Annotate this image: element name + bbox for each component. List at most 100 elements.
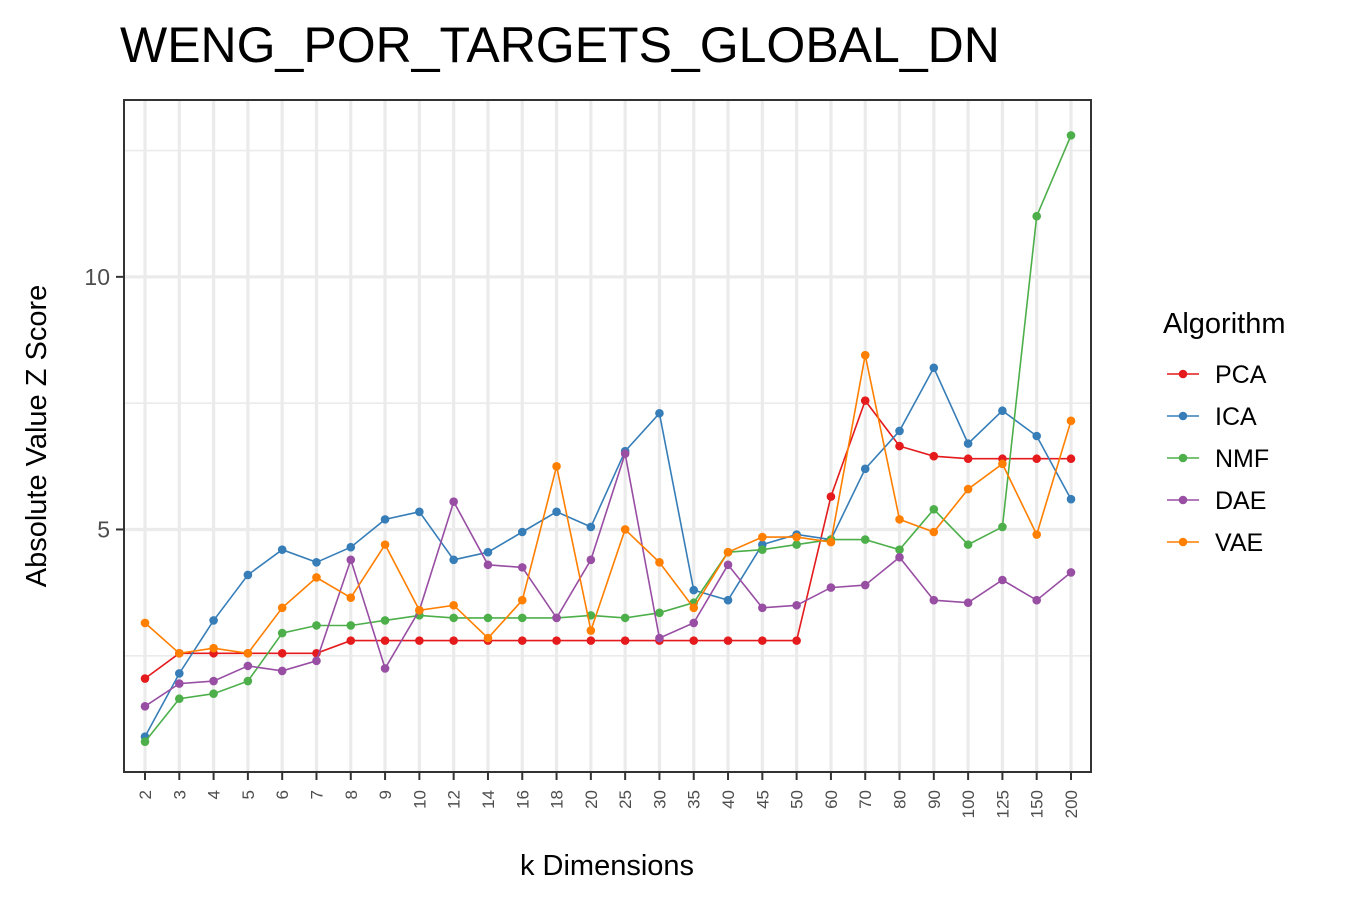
legend-label: ICA bbox=[1215, 403, 1257, 431]
data-point-vae bbox=[552, 462, 561, 471]
legend-title: Algorithm bbox=[1163, 308, 1286, 340]
series-line-ica bbox=[144, 366, 1072, 737]
x-tick-label: 25 bbox=[616, 790, 635, 809]
data-point-vae bbox=[1066, 416, 1076, 426]
data-point-vae bbox=[415, 606, 424, 615]
data-point-nmf bbox=[449, 613, 458, 623]
data-point-vae bbox=[860, 350, 870, 360]
data-point-ica bbox=[312, 558, 321, 567]
data-point-vae bbox=[243, 648, 253, 658]
x-tick-label: 9 bbox=[376, 790, 395, 799]
y-tick-label: 5 bbox=[97, 516, 110, 542]
chart-title: WENG_POR_TARGETS_GLOBAL_DN bbox=[120, 17, 1000, 73]
data-point-nmf bbox=[963, 540, 973, 549]
data-point-pca bbox=[140, 674, 150, 683]
data-point-dae bbox=[792, 600, 801, 610]
data-point-dae bbox=[277, 666, 287, 676]
x-tick-label: 40 bbox=[719, 790, 738, 809]
data-point-ica bbox=[1032, 431, 1042, 441]
data-point-dae bbox=[552, 613, 561, 623]
data-point-vae bbox=[380, 540, 390, 549]
x-tick-label: 14 bbox=[479, 790, 498, 809]
data-point-dae bbox=[312, 656, 321, 666]
data-point-pca bbox=[758, 636, 767, 645]
x-tick-label: 90 bbox=[925, 790, 944, 809]
data-point-vae bbox=[1032, 530, 1042, 539]
data-point-pca bbox=[552, 636, 561, 645]
x-tick-label: 35 bbox=[685, 790, 704, 809]
data-point-dae bbox=[517, 563, 527, 572]
data-point-dae bbox=[449, 497, 458, 506]
legend-item-ica: ICA bbox=[1167, 403, 1257, 431]
legend-key-point bbox=[1178, 537, 1188, 547]
data-point-nmf bbox=[483, 613, 493, 623]
data-point-ica bbox=[517, 527, 527, 537]
x-tick-label: 30 bbox=[650, 790, 669, 809]
legend-label: PCA bbox=[1215, 361, 1267, 389]
plot-panel-border bbox=[123, 99, 1092, 773]
data-point-dae bbox=[758, 603, 767, 613]
x-tick-label: 5 bbox=[239, 790, 258, 799]
x-tick-label: 200 bbox=[1062, 790, 1081, 818]
data-point-pca bbox=[380, 636, 390, 645]
data-point-nmf bbox=[655, 608, 664, 618]
data-point-pca bbox=[860, 396, 870, 405]
data-point-pca bbox=[449, 636, 458, 645]
data-point-nmf bbox=[758, 545, 767, 554]
data-point-ica bbox=[963, 439, 973, 448]
data-point-vae bbox=[174, 648, 184, 658]
data-point-ica bbox=[1066, 494, 1076, 504]
legend-label: VAE bbox=[1215, 529, 1263, 557]
data-point-pca bbox=[277, 648, 287, 658]
data-point-ica bbox=[346, 542, 356, 552]
legend-item-pca: PCA bbox=[1167, 361, 1267, 389]
data-point-nmf bbox=[998, 522, 1007, 532]
data-point-ica bbox=[449, 555, 458, 565]
series-line-nmf bbox=[144, 135, 1072, 743]
data-point-nmf bbox=[895, 545, 904, 554]
data-point-nmf bbox=[380, 616, 390, 625]
data-point-dae bbox=[655, 633, 664, 643]
x-tick-label: 8 bbox=[342, 790, 361, 799]
data-point-dae bbox=[1066, 568, 1076, 577]
data-point-dae bbox=[998, 575, 1007, 585]
data-point-ica bbox=[243, 570, 253, 580]
data-point-vae bbox=[312, 573, 321, 582]
data-point-nmf bbox=[1066, 131, 1076, 140]
data-point-dae bbox=[895, 552, 904, 562]
data-point-dae bbox=[723, 560, 733, 570]
series-ica bbox=[140, 363, 1076, 741]
legend-key-point bbox=[1178, 369, 1188, 379]
legend-key-point bbox=[1178, 495, 1188, 505]
x-axis-title: k Dimensions bbox=[520, 850, 694, 882]
data-point-ica bbox=[586, 522, 596, 532]
data-point-dae bbox=[346, 555, 356, 565]
legend-key-point bbox=[1178, 411, 1188, 421]
data-point-nmf bbox=[243, 676, 253, 686]
data-point-vae bbox=[140, 618, 150, 628]
data-point-ica bbox=[655, 408, 664, 418]
data-point-dae bbox=[963, 598, 973, 608]
data-point-ica bbox=[929, 363, 939, 373]
legend: Algorithm PCA ICA NMF DAE VAE bbox=[1163, 308, 1286, 557]
x-tick-label: 4 bbox=[205, 790, 224, 799]
data-point-nmf bbox=[929, 504, 939, 514]
x-tick-label: 125 bbox=[993, 790, 1012, 818]
x-tick-label: 2 bbox=[136, 790, 155, 799]
data-point-vae bbox=[723, 547, 733, 557]
data-point-pca bbox=[689, 636, 699, 645]
data-point-dae bbox=[209, 676, 218, 686]
x-tick-label: 10 bbox=[410, 790, 429, 809]
legend-label: DAE bbox=[1215, 487, 1266, 515]
data-point-dae bbox=[1032, 595, 1042, 605]
data-point-dae bbox=[483, 560, 493, 570]
data-point-vae bbox=[209, 643, 218, 653]
data-point-nmf bbox=[1032, 211, 1042, 221]
data-point-nmf bbox=[860, 535, 870, 544]
data-point-vae bbox=[826, 537, 836, 547]
data-point-vae bbox=[346, 593, 356, 602]
series-dae bbox=[140, 449, 1076, 711]
x-tick-label: 20 bbox=[582, 790, 601, 809]
